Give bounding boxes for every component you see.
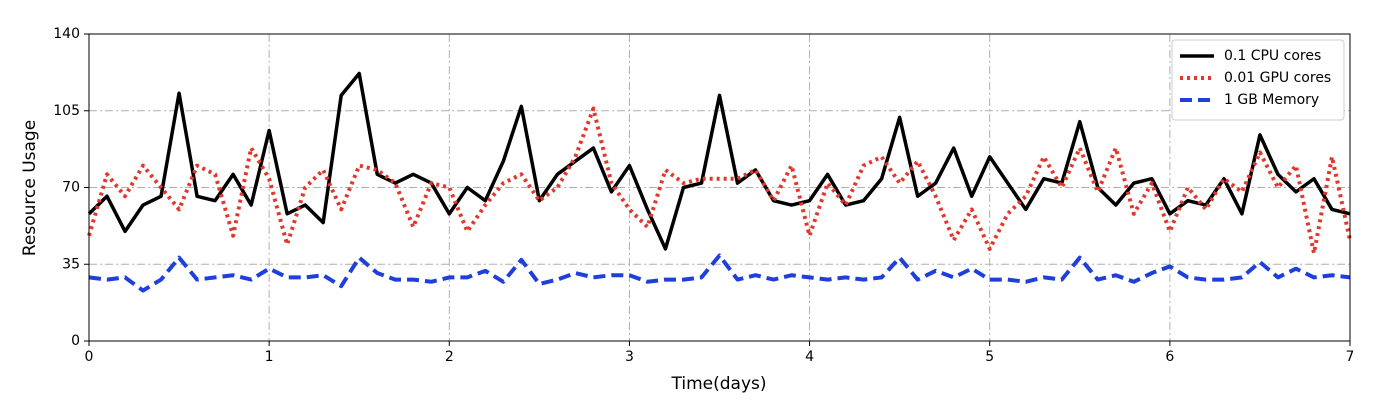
- x-tick-label: 3: [625, 349, 634, 365]
- x-tick-label: 5: [985, 349, 994, 365]
- plot-frame: [88, 33, 1351, 342]
- x-tick-label: 4: [805, 349, 814, 365]
- y-axis-label: Resource Usage: [20, 120, 40, 256]
- y-tick-label: 70: [62, 180, 80, 196]
- x-axis-label: Time(days): [671, 374, 767, 394]
- x-tick-label: 7: [1346, 349, 1355, 365]
- series-line: [87, 106, 1352, 256]
- series-line: [87, 71, 1351, 251]
- y-tick-label: 140: [53, 26, 80, 42]
- legend-box: [1171, 39, 1345, 121]
- y-tick-label: 0: [71, 333, 80, 349]
- x-tick-label: 1: [265, 349, 274, 365]
- legend-label: 0.01 GPU cores: [1224, 70, 1331, 86]
- x-tick-label: 0: [85, 349, 94, 365]
- legend: 0.1 CPU cores 0.01 GPU cores 1 GB Memory: [1171, 39, 1345, 121]
- y-tick-label: 105: [53, 103, 80, 119]
- x-tick-label: 6: [1165, 349, 1174, 365]
- legend-label: 0.1 CPU cores: [1224, 48, 1321, 64]
- x-tick-label: 2: [445, 349, 454, 365]
- y-tick-label: 35: [62, 256, 80, 272]
- series-line: [88, 253, 1351, 293]
- legend-label: 1 GB Memory: [1224, 92, 1319, 108]
